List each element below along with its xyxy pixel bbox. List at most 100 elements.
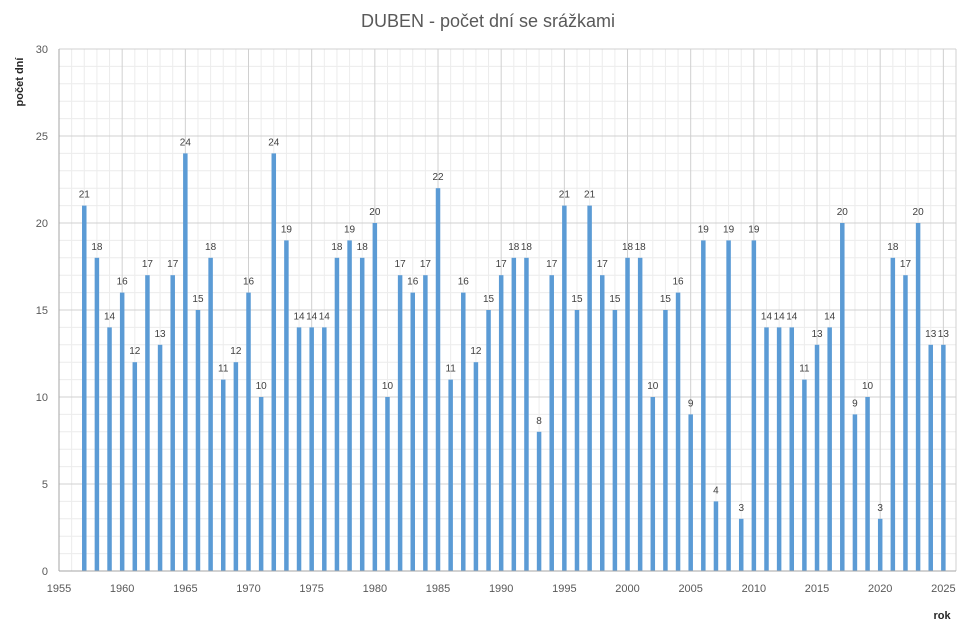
bar bbox=[145, 275, 150, 571]
x-tick-label: 1995 bbox=[552, 583, 576, 595]
data-label: 18 bbox=[508, 242, 520, 253]
data-label: 17 bbox=[420, 259, 432, 270]
x-tick-label: 2025 bbox=[931, 583, 955, 595]
data-label: 11 bbox=[799, 364, 810, 375]
data-label: 21 bbox=[79, 190, 91, 201]
data-label: 18 bbox=[635, 242, 647, 253]
data-label: 19 bbox=[723, 224, 735, 235]
x-tick-label: 2005 bbox=[678, 583, 702, 595]
y-tick-labels: 0 5 10 15 20 25 30 bbox=[36, 44, 48, 578]
bar bbox=[157, 344, 163, 571]
data-label: 21 bbox=[559, 190, 571, 201]
bar bbox=[258, 397, 264, 571]
x-tick-label: 2015 bbox=[805, 583, 829, 595]
bar bbox=[511, 257, 517, 571]
bar bbox=[549, 275, 554, 571]
data-label: 13 bbox=[925, 329, 937, 340]
data-label: 14 bbox=[306, 311, 318, 322]
data-label: 12 bbox=[470, 346, 482, 357]
data-label: 14 bbox=[104, 311, 116, 322]
data-label: 14 bbox=[824, 311, 836, 322]
y-axis-title: počet dní bbox=[14, 57, 26, 107]
x-tick-label: 1985 bbox=[426, 583, 450, 595]
data-label: 20 bbox=[837, 207, 849, 218]
data-label: 10 bbox=[862, 381, 874, 392]
bar bbox=[82, 205, 87, 571]
bar bbox=[701, 240, 706, 571]
bar bbox=[107, 327, 112, 571]
data-label: 17 bbox=[597, 259, 609, 270]
bar bbox=[840, 223, 845, 571]
bar bbox=[183, 153, 188, 571]
data-label: 10 bbox=[382, 381, 394, 392]
bar bbox=[397, 275, 403, 571]
bar bbox=[473, 362, 479, 571]
data-label: 20 bbox=[369, 207, 381, 218]
y-tick-label: 25 bbox=[36, 131, 48, 143]
bar bbox=[195, 310, 201, 571]
data-label: 17 bbox=[167, 259, 179, 270]
y-tick-label: 10 bbox=[36, 392, 48, 404]
y-tick-label: 20 bbox=[36, 218, 48, 230]
bar bbox=[322, 327, 327, 571]
data-label: 16 bbox=[672, 277, 684, 288]
data-label: 3 bbox=[877, 503, 883, 514]
bar bbox=[802, 379, 807, 571]
y-tick-label: 0 bbox=[42, 566, 48, 578]
bar bbox=[435, 188, 441, 571]
data-label: 19 bbox=[281, 224, 293, 235]
bar bbox=[309, 327, 314, 571]
x-tick-labels: 1955 1960 1965 1970 1975 1980 1985 1990 1995 2000… bbox=[47, 583, 956, 595]
data-label: 13 bbox=[938, 329, 950, 340]
x-tick-label: 1975 bbox=[299, 583, 323, 595]
data-label: 10 bbox=[647, 381, 659, 392]
chart-title: DUBEN - počet dní se srážkami bbox=[361, 11, 615, 31]
bar bbox=[587, 205, 592, 571]
bar bbox=[650, 397, 656, 571]
data-label: 24 bbox=[180, 137, 192, 148]
data-label: 20 bbox=[913, 207, 925, 218]
x-tick-label: 1970 bbox=[236, 583, 260, 595]
bar bbox=[688, 414, 693, 571]
bar bbox=[296, 327, 302, 571]
bar bbox=[915, 223, 921, 571]
data-label: 19 bbox=[698, 224, 710, 235]
bar bbox=[132, 362, 138, 571]
data-label: 11 bbox=[218, 364, 229, 375]
data-label: 14 bbox=[761, 311, 773, 322]
data-label: 15 bbox=[571, 294, 583, 305]
bar bbox=[334, 257, 340, 571]
x-axis-title: rok bbox=[933, 610, 951, 622]
bar bbox=[789, 327, 795, 571]
bar bbox=[359, 257, 365, 571]
data-label: 11 bbox=[445, 364, 456, 375]
bar bbox=[448, 379, 453, 571]
data-label: 8 bbox=[536, 416, 542, 427]
bar bbox=[94, 257, 100, 571]
bar bbox=[498, 275, 504, 571]
data-label: 9 bbox=[688, 398, 694, 409]
bar bbox=[233, 362, 239, 571]
y-tick-label: 5 bbox=[42, 479, 48, 491]
y-tick-label: 30 bbox=[36, 44, 48, 56]
data-label: 9 bbox=[852, 398, 858, 409]
x-tick-label: 2020 bbox=[868, 583, 892, 595]
bar bbox=[890, 257, 896, 571]
x-tick-label: 1960 bbox=[110, 583, 134, 595]
bar bbox=[738, 518, 744, 571]
bar bbox=[928, 344, 933, 571]
bar bbox=[726, 240, 731, 571]
data-label: 17 bbox=[496, 259, 508, 270]
data-label: 12 bbox=[230, 346, 242, 357]
data-label: 14 bbox=[774, 311, 786, 322]
bar bbox=[600, 275, 605, 571]
data-label: 18 bbox=[91, 242, 103, 253]
data-label: 19 bbox=[748, 224, 760, 235]
bar bbox=[663, 310, 668, 571]
data-label: 22 bbox=[432, 172, 444, 183]
bar bbox=[625, 257, 630, 571]
data-label: 16 bbox=[458, 277, 470, 288]
bar bbox=[562, 205, 567, 571]
